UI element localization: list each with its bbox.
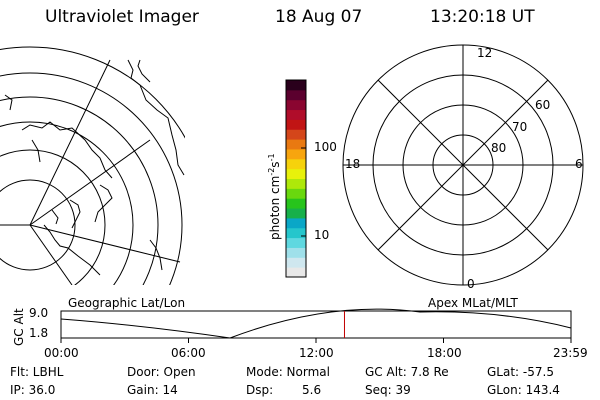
coastline (43, 224, 101, 276)
colorbar-segment (286, 139, 306, 150)
colorbar-tick-100: 100 (314, 140, 337, 154)
mlt-label-0: 0 (467, 277, 475, 291)
info-dsp-label: Dsp: (246, 383, 274, 397)
ytick-bottom: 1.8 (29, 326, 49, 340)
coastline (51, 209, 59, 225)
coastline (94, 184, 113, 223)
info-mode: Mode: Normal (246, 365, 330, 379)
latitude-circle (0, 149, 106, 285)
colorbar-segment (286, 267, 306, 278)
colorbar-segment (286, 168, 306, 179)
polar-grid (342, 44, 584, 286)
left-panel-caption: Geographic Lat/Lon (68, 296, 186, 310)
mlt-label-18: 18 (345, 157, 361, 171)
ytick-top: 9.0 (29, 306, 49, 320)
xtick-label-2: 12:00 (299, 346, 334, 360)
xtick-label-0: 00:00 (44, 346, 79, 360)
coastline (31, 139, 41, 163)
colorbar-segment (286, 217, 306, 229)
info-seq: Seq: 39 (365, 383, 411, 397)
colorbar-segment (286, 198, 306, 209)
colorbar (285, 79, 307, 278)
colorbar-tick-10: 10 (314, 228, 330, 242)
latitude-circle (0, 96, 159, 285)
latitude-circle (0, 179, 76, 271)
coastline (69, 199, 81, 229)
time-label: 13:20:18 UT (430, 7, 535, 27)
colorbar-segment (286, 178, 306, 189)
colorbar-segment (286, 119, 306, 130)
xtick-label-3: 18:00 (427, 346, 462, 360)
colorbar-frame (285, 79, 307, 278)
colorbar-segment (286, 148, 306, 160)
date-label: 18 Aug 07 (275, 7, 363, 27)
info-glat: GLat: -57.5 (487, 365, 554, 379)
timeline-ylabel: GC Alt (12, 308, 26, 346)
colorbar-segment (286, 257, 306, 268)
colorbar-segment (286, 227, 306, 239)
mlat-label-80: 80 (491, 141, 507, 155)
info-gc-alt: GC Alt: 7.8 Re (365, 365, 449, 379)
gc-altitude-curve (60, 308, 572, 339)
coastline (149, 239, 163, 271)
xtick-label-4: 23:59 (553, 346, 588, 360)
mlat-label-60: 60 (535, 98, 551, 112)
colorbar-unit-label: photon cm-2s-1 (267, 153, 282, 240)
coastline (21, 121, 113, 179)
longitude-line (29, 139, 151, 226)
latitude-circle (0, 72, 183, 285)
colorbar-segment (286, 237, 306, 248)
colorbar-segment (286, 109, 306, 120)
mlt-label-12: 12 (477, 46, 493, 60)
latitude-circle (0, 121, 134, 285)
right-panel-caption: Apex MLat/MLT (428, 296, 518, 310)
info-door: Door: Open (127, 365, 196, 379)
colorbar-segment (286, 208, 306, 219)
colorbar-segment (286, 99, 306, 111)
mlt-label-6: 6 (575, 157, 583, 171)
latitude-circle (0, 46, 185, 139)
geographic-map (0, 46, 185, 285)
instrument-title: Ultraviolet Imager (45, 7, 199, 27)
colorbar-segment (286, 247, 306, 258)
info-flt: Flt: LBHL (10, 365, 64, 379)
info-ip: IP: 36.0 (10, 383, 56, 397)
timeline-plot (60, 308, 572, 343)
mlt-line (377, 79, 549, 251)
info-glon: GLon: 143.4 (487, 383, 560, 397)
longitude-line (29, 224, 73, 285)
coastline (127, 59, 185, 176)
xtick-label-1: 06:00 (171, 346, 206, 360)
info-gain: Gain: 14 (127, 383, 178, 397)
colorbar-segment (286, 129, 306, 140)
coastline (4, 94, 13, 111)
colorbar-segment (286, 89, 306, 101)
longitude-line (29, 224, 181, 263)
colorbar-segment (286, 158, 306, 170)
colorbar-segment (286, 80, 306, 91)
longitude-line (29, 59, 111, 226)
coastline (137, 59, 151, 83)
colorbar-segment (286, 188, 306, 199)
mlat-label-70: 70 (512, 120, 528, 134)
info-dsp-value: 5.6 (302, 383, 322, 397)
